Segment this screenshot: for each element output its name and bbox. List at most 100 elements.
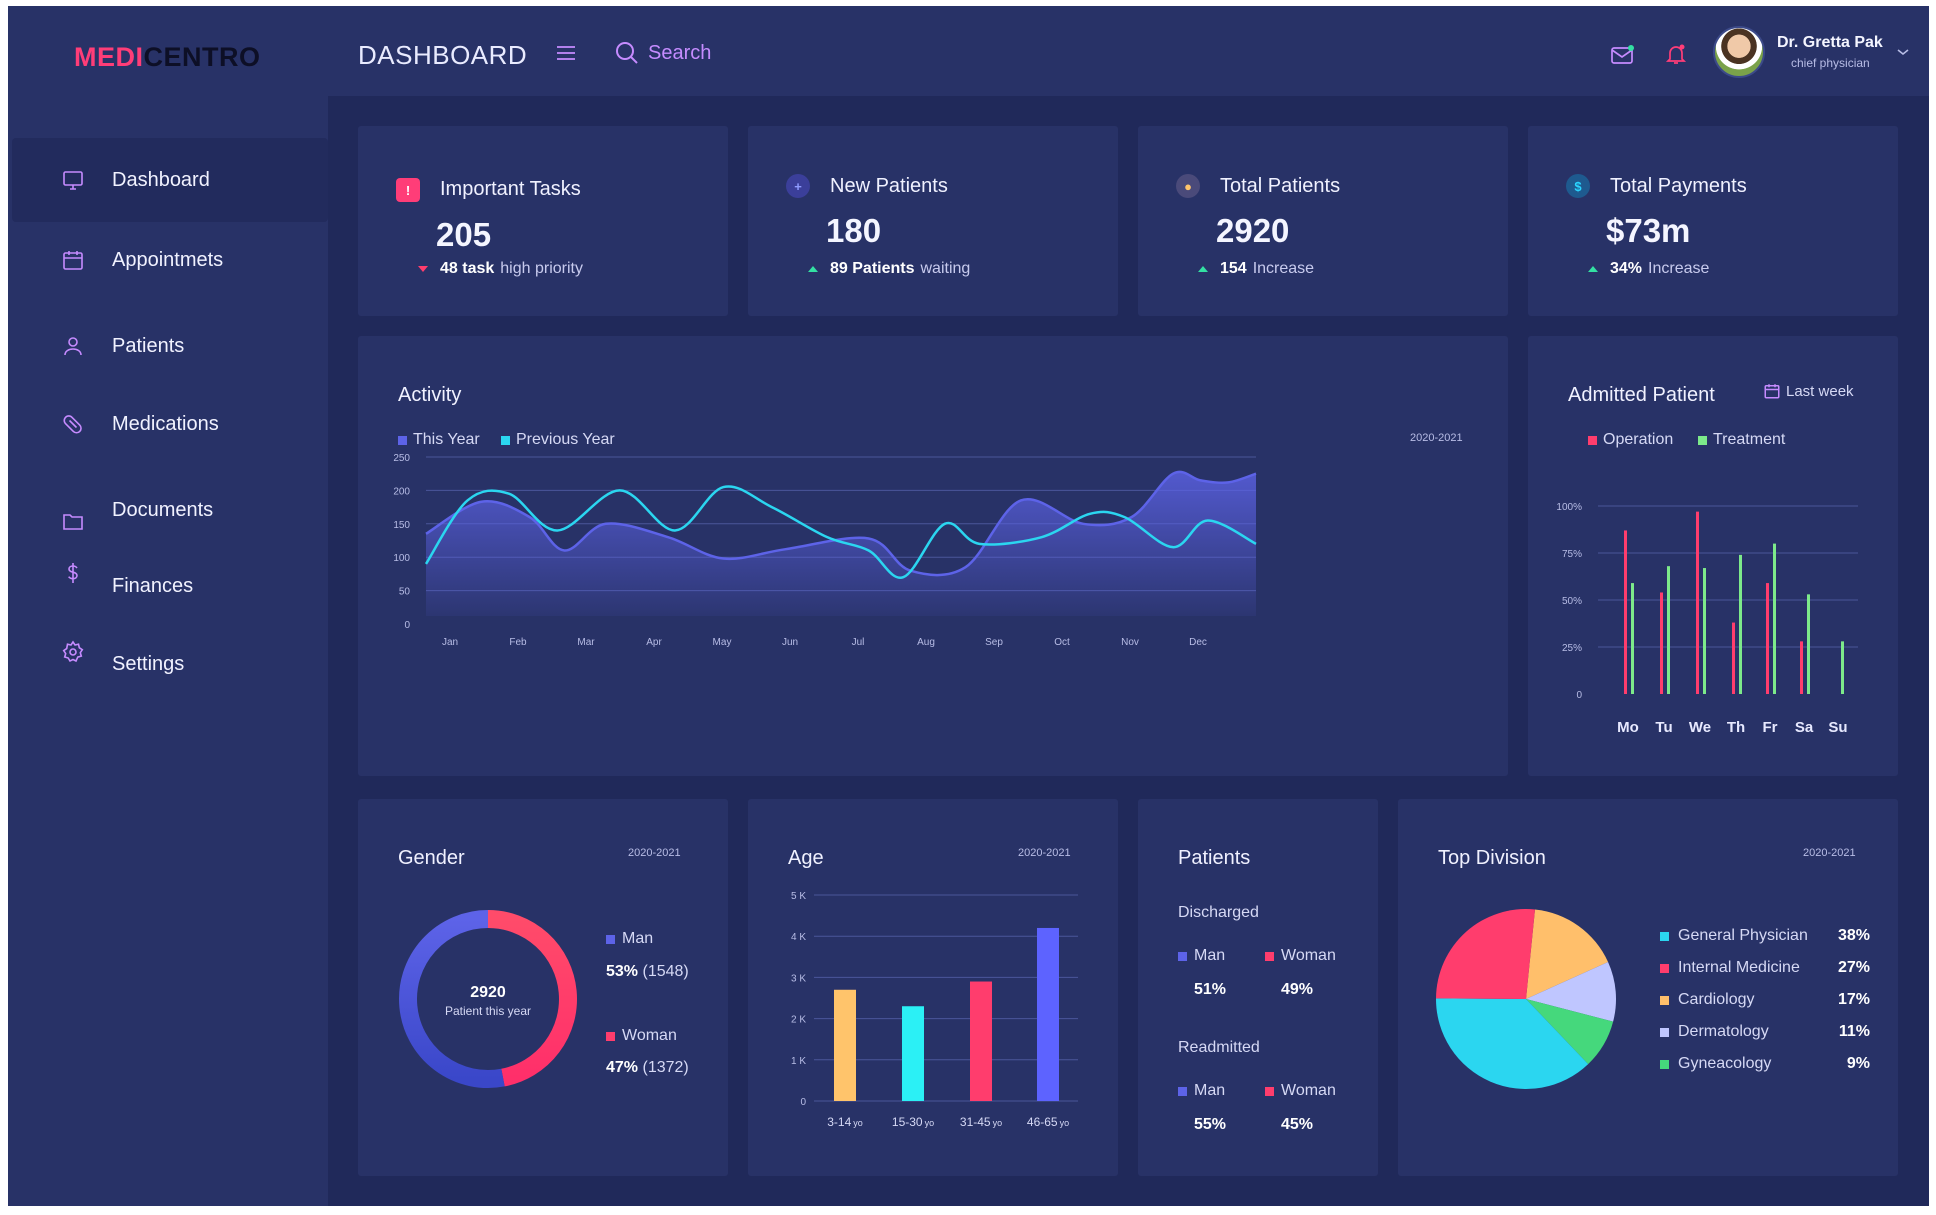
y-tick-label: 150 (393, 520, 410, 531)
sidebar-item-patients[interactable]: Patients (12, 304, 328, 388)
division-name: Internal Medicine (1678, 959, 1800, 976)
stat-card-total-patients[interactable]: ● Total Patients 2920 154 Increase (1138, 126, 1508, 316)
search-icon[interactable] (614, 40, 640, 66)
stat-card-new-patients[interactable]: + New Patients 180 89 Patients waiting (748, 126, 1118, 316)
activity-chart[interactable]: 0 50 100 150 200 250 Jan Feb Mar Apr May Jun Jul Aug S… (358, 336, 1508, 776)
legend-operation[interactable]: Operation (1588, 431, 1673, 449)
age-bar (834, 989, 856, 1101)
top-bar: DASHBOARD Dr. Gretta Pak chief physician (328, 6, 1929, 96)
folder-icon (60, 508, 86, 534)
readmitted-woman-label: Woman (1265, 1082, 1336, 1100)
stat-value: 205 (436, 216, 492, 253)
x-tick-label: Th (1727, 719, 1745, 736)
y-tick-label: 4 K (791, 932, 806, 943)
card-title: Activity (398, 384, 462, 406)
dollar-circle-icon: $ (1566, 174, 1590, 198)
legend-swatch (606, 1031, 615, 1041)
legend-swatch (1588, 435, 1597, 445)
legend-swatch (1660, 932, 1669, 941)
legend-treatment[interactable]: Treatment (1698, 431, 1785, 449)
patients-card: Patients Discharged Man Woman 51% 49% Re… (1138, 799, 1378, 1176)
sidebar-item-medications[interactable]: Medications (12, 382, 328, 466)
x-tick-label: Sep (985, 637, 1003, 648)
division-pie-chart[interactable] (1426, 899, 1626, 1099)
x-tick-label: Su (1828, 719, 1847, 736)
legend-man: Man (606, 930, 653, 948)
avatar[interactable] (1713, 26, 1765, 78)
age-bar-chart[interactable]: 0 1 K 2 K 3 K 4 K 5 K 3-14 yo 15-30 yo 31-45 yo 46-6… (748, 799, 1118, 1176)
user-role: chief physician (1791, 56, 1870, 70)
legend-swatch (1178, 1086, 1187, 1096)
dollar-icon (60, 560, 86, 586)
stat-card-important-tasks[interactable]: ! Important Tasks 205 48 task high priori… (358, 126, 728, 316)
bar-operation (1766, 583, 1769, 694)
legend-this-year[interactable]: This Year (398, 431, 480, 449)
mail-icon[interactable] (1610, 44, 1634, 66)
series-line-this-year (425, 470, 1257, 577)
page-title: DASHBOARD (358, 40, 528, 70)
division-percent: 9% (1846, 1055, 1870, 1072)
stat-card-total-payments[interactable]: $ Total Payments $73m 34% Increase (1528, 126, 1898, 316)
sidebar-item-documents[interactable]: Documents (12, 468, 328, 552)
age-bar (1037, 927, 1059, 1101)
division-percent: 17% (1837, 991, 1870, 1008)
week-filter[interactable]: Last week (1786, 383, 1854, 400)
stat-title: Total Patients (1220, 175, 1341, 197)
pie-slice (1526, 962, 1616, 1022)
chevron-down-icon[interactable] (1895, 44, 1911, 60)
legend-swatch (1265, 1086, 1274, 1096)
stat-value: 180 (826, 212, 882, 249)
x-tick-label: We (1689, 719, 1711, 736)
stat-subtext: 48 task high priority (418, 260, 583, 278)
y-tick-label: 0 (404, 620, 410, 631)
series-line-previous-year (424, 485, 1257, 579)
bar-treatment (1807, 594, 1810, 694)
search-input[interactable] (648, 36, 848, 70)
bar-treatment (1667, 566, 1670, 694)
y-tick-label: 2 K (791, 1015, 806, 1026)
activity-card: Activity This Year Previous Year 2020-20… (358, 336, 1508, 776)
legend-swatch (398, 435, 407, 445)
logo[interactable]: MEDICENTRO (74, 42, 261, 72)
x-tick-label: May (713, 637, 732, 648)
user-name[interactable]: Dr. Gretta Pak (1777, 34, 1883, 51)
sidebar-item-label: Dashboard (112, 168, 210, 191)
card-title: Admitted Patient (1568, 384, 1715, 406)
sidebar-item-label: Documents (112, 498, 214, 521)
x-tick-label: Fr (1763, 719, 1778, 736)
sidebar-item-dashboard[interactable]: Dashboard (12, 138, 328, 222)
legend-swatch (1265, 951, 1274, 961)
stat-value: 2920 (1216, 212, 1290, 249)
legend-swatch (1660, 996, 1669, 1005)
readmitted-woman-value: 45% (1281, 1116, 1314, 1133)
sidebar-item-finances[interactable]: Finances (12, 544, 328, 628)
discharged-label: Discharged (1178, 904, 1259, 921)
bar-operation (1696, 511, 1699, 694)
admitted-chart[interactable]: 0 25% 50% 75% 100% Mo Tu We Th Fr Sa Su (1528, 336, 1898, 776)
legend-swatch (606, 934, 615, 944)
period-label: 2020-2021 (1803, 847, 1856, 859)
card-title: Age (788, 847, 824, 869)
donut-slice-woman (487, 910, 577, 1087)
x-tick-label: Jan (442, 637, 458, 648)
discharged-man-label: Man (1178, 947, 1225, 965)
app-window: MEDICENTRO Dashboard Appointmets Patient… (8, 6, 1929, 1206)
legend-previous-year[interactable]: Previous Year (501, 431, 615, 449)
bar-operation (1800, 641, 1803, 694)
calendar-icon[interactable] (1763, 382, 1781, 400)
calendar-icon (60, 247, 86, 273)
user-icon (60, 333, 86, 359)
division-legend-item: Gyneacology 9% (1660, 1055, 1870, 1075)
pill-icon (60, 411, 86, 437)
y-tick-label: 5 K (791, 891, 806, 902)
bell-icon[interactable] (1664, 42, 1688, 66)
gender-donut-chart[interactable] (388, 899, 588, 1099)
sidebar-item-settings[interactable]: Settings (12, 622, 328, 706)
bar-treatment (1773, 543, 1776, 694)
sidebar-item-label: Finances (112, 574, 194, 597)
x-tick-label: Mar (577, 637, 595, 648)
sidebar-item-appointments[interactable]: Appointmets (12, 218, 328, 302)
stat-title: Total Payments (1610, 175, 1747, 197)
menu-icon[interactable] (555, 42, 577, 64)
legend-swatch (1660, 964, 1669, 973)
